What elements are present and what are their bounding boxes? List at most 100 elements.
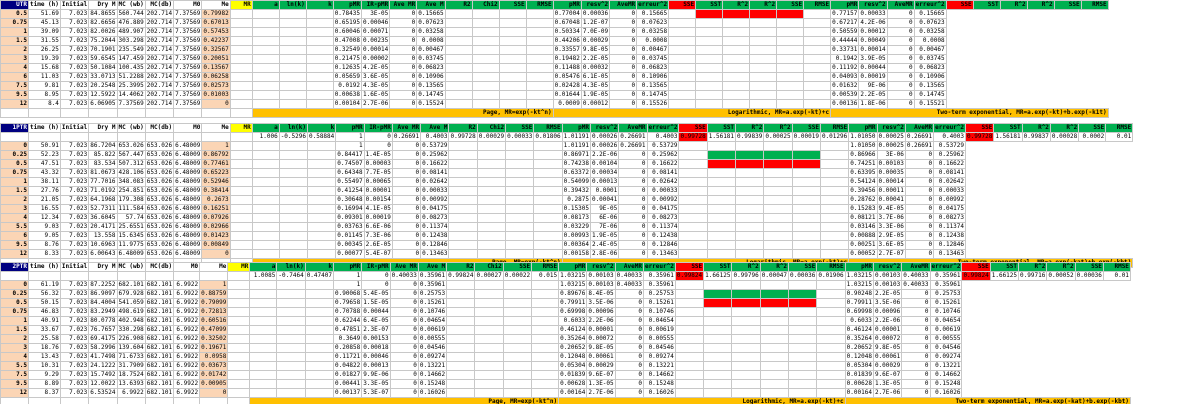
model-cell[interactable]: 0 [618, 222, 648, 232]
time-cell[interactable]: 9.5 [0, 240, 29, 250]
model-cell[interactable]: 1 [335, 141, 365, 151]
empty-cell[interactable] [229, 9, 253, 19]
model-cell[interactable]: 1.01050 [848, 141, 878, 151]
mr-cell[interactable]: 0.52946 [201, 177, 231, 187]
model-cell[interactable]: 0.07623 [416, 18, 446, 28]
fit-value[interactable]: -0.5296 [278, 132, 308, 142]
model-cell[interactable]: 0.03745 [416, 54, 446, 64]
model-cell[interactable]: 0.15521 [913, 99, 947, 109]
model-cell[interactable]: 0 [901, 334, 931, 344]
empty-cell[interactable] [448, 222, 478, 232]
model-cell[interactable]: 9.6E-07 [872, 370, 903, 380]
data-cell[interactable]: 7.37569 [173, 9, 203, 19]
empty-cell[interactable] [229, 18, 253, 28]
model-cell[interactable]: 0.10746 [929, 307, 963, 317]
empty-cell[interactable] [0, 397, 29, 404]
fit-value[interactable]: 0.26691 [391, 132, 422, 142]
fit-header[interactable]: a [249, 262, 278, 272]
model-cell[interactable]: 0 [389, 361, 419, 371]
mr-cell[interactable]: 0.20051 [201, 54, 231, 64]
model-cell[interactable]: 0.35961 [929, 280, 963, 290]
time-cell[interactable]: 1 [0, 316, 29, 326]
data-cell[interactable]: 7.023 [59, 388, 90, 398]
model-cell[interactable]: 0.11721 [332, 352, 363, 362]
fit-header[interactable]: Ave M [420, 123, 450, 133]
data-cell[interactable]: 11.9775 [116, 240, 146, 250]
model-cell[interactable]: 0.00033 [420, 186, 450, 196]
mr-cell[interactable]: 0.02573 [201, 81, 231, 91]
empty-cell[interactable] [229, 27, 253, 37]
time-cell[interactable]: 1 [0, 27, 29, 37]
empty-cell[interactable] [678, 177, 708, 187]
empty-cell[interactable] [703, 298, 733, 308]
model-cell[interactable]: 0.02642 [933, 177, 967, 187]
empty-cell[interactable] [763, 150, 793, 160]
data-cell[interactable]: 476.889 [116, 18, 146, 28]
model-cell[interactable]: 0.04654 [642, 316, 676, 326]
empty-cell[interactable] [276, 334, 306, 344]
data-cell[interactable]: 202.714 [144, 81, 175, 91]
model-cell[interactable]: 3.9E-05 [858, 54, 888, 64]
data-cell[interactable]: 76.7657 [88, 325, 118, 335]
fit-value[interactable]: 1.0085 [249, 271, 278, 281]
empty-cell[interactable] [474, 325, 504, 335]
empty-cell[interactable] [201, 108, 231, 118]
empty-cell[interactable] [446, 316, 476, 326]
data-cell[interactable]: 31.7909 [116, 361, 146, 371]
model-cell[interactable]: 2.3E-07 [361, 325, 391, 335]
model-cell[interactable]: 1.6E-05 [360, 90, 391, 100]
model-cell[interactable]: 7.3E-06 [363, 231, 393, 241]
empty-cell[interactable] [816, 289, 846, 299]
empty-cell[interactable] [816, 307, 846, 317]
time-cell[interactable]: 2 [0, 334, 29, 344]
model-cell[interactable]: 0.54124 [848, 177, 878, 187]
time-cell[interactable]: 12 [0, 388, 29, 398]
fit-value[interactable]: 0.01906 [816, 271, 846, 281]
model-cell[interactable]: 0 [391, 168, 422, 178]
fit-header[interactable]: pMR [558, 262, 588, 272]
empty-cell[interactable] [706, 177, 737, 187]
empty-cell[interactable] [695, 81, 724, 91]
empty-cell[interactable] [229, 150, 253, 160]
model-cell[interactable]: 0.10906 [636, 72, 670, 82]
model-cell[interactable]: 0 [389, 18, 418, 28]
data-cell[interactable]: 7.37569 [173, 63, 203, 73]
model-cell[interactable]: 0 [614, 361, 644, 371]
empty-cell[interactable] [703, 307, 733, 317]
data-cell[interactable]: 7.37569 [173, 54, 203, 64]
empty-cell[interactable] [474, 361, 504, 371]
data-cell[interactable]: 653.026 [144, 195, 175, 205]
mr-cell[interactable]: 1 [199, 280, 229, 290]
empty-cell[interactable] [498, 45, 527, 55]
data-cell[interactable]: 7.023 [59, 99, 90, 109]
model-cell[interactable]: 0.74507 [335, 159, 365, 169]
empty-cell[interactable] [474, 388, 504, 398]
empty-cell[interactable] [229, 240, 253, 250]
data-cell[interactable]: 498.619 [116, 307, 146, 317]
empty-cell[interactable] [306, 168, 337, 178]
model-cell[interactable]: 0.16026 [642, 388, 676, 398]
model-cell[interactable]: 0.11374 [933, 222, 967, 232]
data-cell[interactable]: 202.714 [144, 63, 175, 73]
fit-value[interactable]: 0.99728 [448, 132, 478, 142]
data-cell[interactable]: 86.9097 [88, 289, 118, 299]
empty-cell[interactable] [505, 240, 535, 250]
model-cell[interactable]: 1 [332, 280, 363, 290]
empty-cell[interactable] [251, 63, 280, 73]
empty-cell[interactable] [533, 240, 563, 250]
model-cell[interactable]: 0.16622 [933, 159, 967, 169]
model-cell[interactable]: 0.04546 [642, 343, 676, 353]
empty-cell[interactable] [531, 379, 560, 389]
fit-value[interactable]: 0.26691 [904, 132, 935, 142]
empty-cell[interactable] [88, 108, 118, 118]
empty-cell[interactable] [306, 186, 337, 196]
empty-cell[interactable] [788, 325, 818, 335]
model-cell[interactable]: 0.00019 [363, 213, 393, 223]
empty-cell[interactable] [88, 271, 118, 281]
empty-cell[interactable] [229, 81, 253, 91]
model-cell[interactable]: 0.19482 [552, 54, 582, 64]
model-cell[interactable]: 0 [389, 36, 418, 46]
empty-cell[interactable] [505, 159, 535, 169]
data-cell[interactable]: 653.026 [144, 141, 175, 151]
data-cell[interactable]: 6.9922 [173, 316, 201, 326]
